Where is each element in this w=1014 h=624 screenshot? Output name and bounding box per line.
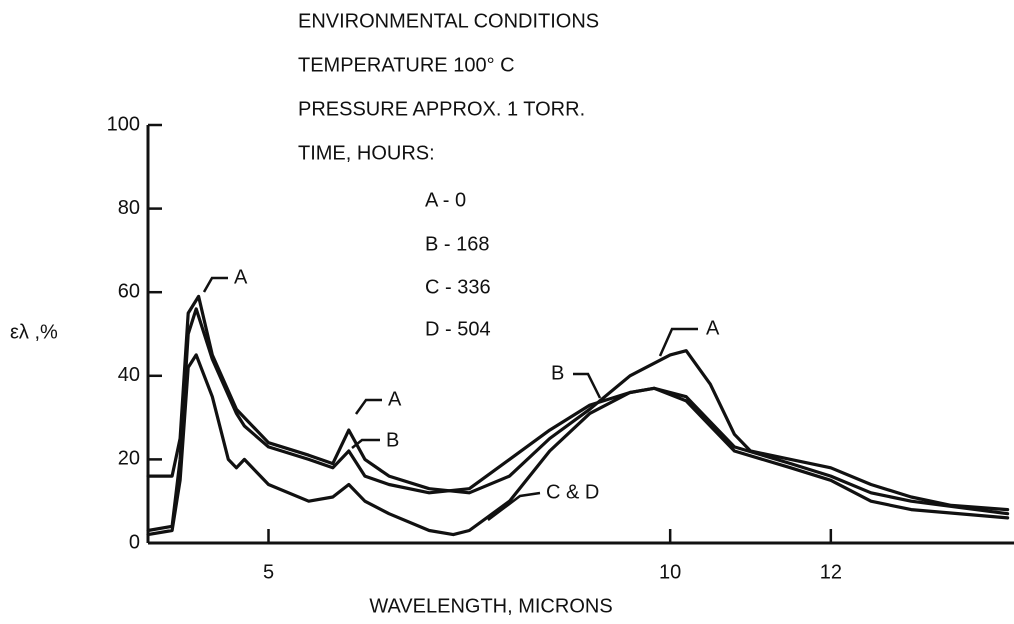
x-tick-label: 10 xyxy=(659,561,681,583)
legend-item: C - 336 xyxy=(425,276,491,298)
y-tick-label: 80 xyxy=(118,197,140,219)
curve-label: A xyxy=(234,266,248,288)
curve-label: C & D xyxy=(546,481,599,503)
condition-text: TIME, HOURS: xyxy=(298,142,435,164)
label-leader xyxy=(351,438,380,449)
label-leader xyxy=(573,372,602,399)
label-leader xyxy=(658,327,698,357)
legend-item: A - 0 xyxy=(425,189,466,211)
y-tick-label: 60 xyxy=(118,280,140,302)
label-leader xyxy=(354,398,382,415)
y-tick-label: 100 xyxy=(107,113,140,135)
curve xyxy=(146,353,1010,537)
curve xyxy=(146,294,1010,512)
label-leader xyxy=(202,276,228,293)
y-tick-label: 20 xyxy=(118,448,140,470)
condition-text: TEMPERATURE 100° C xyxy=(298,54,515,76)
legend-item: B - 168 xyxy=(425,233,489,255)
y-axis-label: ελ ,% xyxy=(10,321,58,343)
legend-item: D - 504 xyxy=(425,318,491,340)
label-leader xyxy=(487,491,541,521)
condition-text: PRESSURE APPROX. 1 TORR. xyxy=(298,98,585,120)
curve-label: B xyxy=(551,362,564,384)
y-tick-label: 0 xyxy=(129,531,140,553)
curve xyxy=(146,307,1010,533)
condition-text: ENVIRONMENTAL CONDITIONS xyxy=(298,10,599,32)
x-tick-label: 5 xyxy=(263,561,274,583)
x-tick-label: 12 xyxy=(820,561,842,583)
y-tick-label: 40 xyxy=(118,364,140,386)
curve-label: A xyxy=(706,317,720,339)
curve-label: A xyxy=(388,388,402,410)
curve-label: B xyxy=(386,429,399,451)
x-axis-label: WAVELENGTH, MICRONS xyxy=(369,595,612,617)
